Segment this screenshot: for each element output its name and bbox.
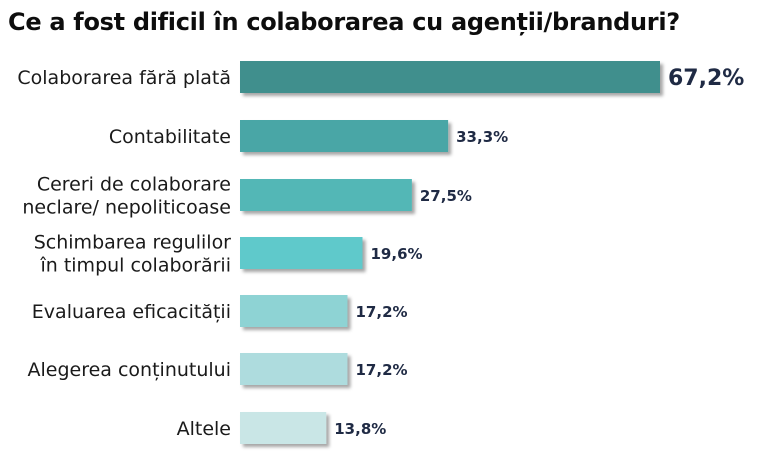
value-label-5: 17,2% bbox=[356, 303, 408, 321]
category-label-7: Altele bbox=[177, 418, 231, 440]
category-label-line: Colaborarea fără plată bbox=[17, 67, 231, 89]
value-label-1: 67,2% bbox=[668, 66, 744, 91]
value-label-7: 13,8% bbox=[334, 420, 386, 438]
category-label-2: Contabilitate bbox=[109, 126, 231, 148]
bar-1 bbox=[240, 61, 660, 93]
category-label-line: în timpul colaborării bbox=[39, 255, 231, 277]
category-label-line: Evaluarea eficacității bbox=[32, 301, 231, 323]
category-label-line: Cereri de colaborare bbox=[37, 174, 231, 196]
bar-3 bbox=[240, 179, 412, 211]
value-label-6: 17,2% bbox=[356, 361, 408, 379]
bars-layer: Colaborarea fără plată 67,2% Contabilitate… bbox=[17, 61, 744, 444]
category-label-3: Cereri de colaborare neclare/ nepoliticoa… bbox=[22, 174, 231, 219]
bar-6 bbox=[240, 353, 348, 385]
bar-4 bbox=[240, 237, 363, 269]
value-label-2: 33,3% bbox=[456, 128, 508, 146]
category-label-4: Schimbarea regulilor în timpul colaborări… bbox=[34, 232, 231, 277]
bar-7 bbox=[240, 412, 327, 444]
chart-title: Ce a fost dificil în colaborarea cu agen… bbox=[8, 8, 680, 36]
value-label-4: 19,6% bbox=[371, 245, 423, 263]
category-label-line: Schimbarea regulilor bbox=[34, 232, 231, 254]
bar-5 bbox=[240, 295, 348, 327]
category-label-line: Contabilitate bbox=[109, 126, 231, 148]
bar-2 bbox=[240, 120, 449, 152]
category-label-6: Alegerea conținutului bbox=[28, 359, 232, 381]
category-label-5: Evaluarea eficacității bbox=[32, 301, 231, 323]
value-label-3: 27,5% bbox=[420, 187, 472, 205]
category-label-1: Colaborarea fără plată bbox=[17, 67, 231, 89]
category-label-line: Altele bbox=[177, 418, 231, 440]
category-label-line: Alegerea conținutului bbox=[28, 359, 232, 381]
category-label-line: neclare/ nepoliticoase bbox=[22, 197, 231, 219]
